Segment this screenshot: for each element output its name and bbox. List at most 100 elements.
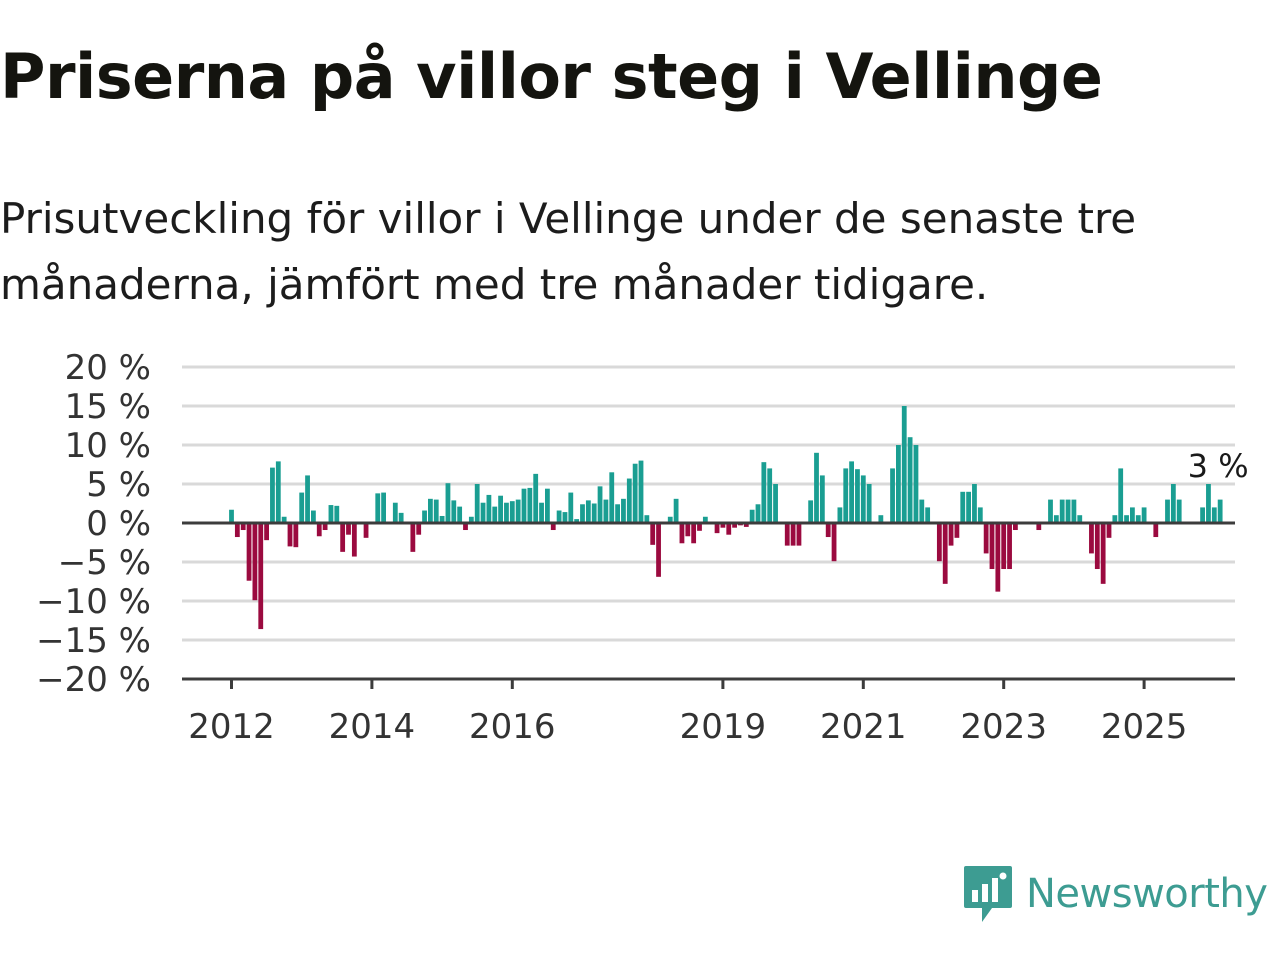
bar	[556, 510, 562, 523]
y-tick-label: 5 %	[86, 465, 151, 505]
bar	[334, 505, 340, 523]
bar	[509, 501, 515, 523]
brand-name: Newsworthy	[1026, 871, 1268, 917]
bar	[673, 498, 679, 523]
bar	[1059, 499, 1065, 523]
bar	[1153, 523, 1159, 538]
bar	[486, 494, 492, 523]
x-tick-label: 2023	[960, 707, 1047, 747]
bar	[416, 523, 422, 535]
bar	[562, 512, 568, 523]
bar	[1135, 515, 1141, 523]
bar	[574, 519, 580, 523]
bar	[468, 516, 474, 523]
bar	[1170, 484, 1176, 523]
bar	[597, 486, 603, 523]
bar	[229, 509, 234, 523]
bar	[796, 523, 802, 546]
bar	[246, 523, 252, 581]
bar	[580, 504, 585, 523]
bar	[960, 491, 966, 523]
bar	[252, 523, 258, 601]
bar	[1089, 523, 1094, 554]
bar	[1013, 523, 1018, 531]
y-tick-label: 10 %	[65, 426, 151, 466]
bar	[550, 523, 556, 531]
bar	[1124, 515, 1129, 523]
bar	[615, 504, 620, 523]
y-tick-label: −20 %	[36, 660, 151, 700]
bar	[691, 523, 697, 544]
x-tick-label: 2019	[680, 707, 767, 747]
bar	[1053, 515, 1059, 523]
y-tick-label: 20 %	[65, 348, 151, 388]
bar	[480, 502, 486, 523]
bar	[410, 523, 416, 552]
bar	[498, 495, 503, 523]
bar	[545, 488, 550, 523]
bar	[1206, 484, 1211, 523]
bar	[702, 516, 708, 523]
bar	[767, 468, 773, 523]
bar	[831, 523, 837, 562]
bar	[258, 523, 264, 630]
bar	[270, 467, 275, 523]
bar	[866, 484, 872, 523]
bar	[966, 491, 971, 523]
bar	[837, 507, 843, 523]
bar	[679, 523, 685, 544]
bar	[451, 500, 457, 523]
bar	[287, 523, 293, 547]
bar	[1112, 515, 1118, 523]
y-tick-label: 15 %	[65, 387, 151, 427]
bar	[878, 515, 884, 523]
x-tick-label: 2016	[469, 707, 556, 747]
bar	[896, 445, 901, 523]
bar	[1118, 468, 1124, 523]
bar	[913, 445, 919, 523]
bar	[322, 523, 328, 531]
bar	[539, 502, 544, 523]
x-tick-label: 2012	[188, 707, 275, 747]
bar	[755, 504, 761, 523]
bar	[814, 452, 819, 523]
bar	[515, 499, 521, 523]
bar	[463, 523, 468, 531]
bar	[603, 499, 609, 523]
bar	[860, 475, 866, 523]
bar	[650, 523, 656, 545]
bar	[784, 523, 790, 546]
bar	[328, 505, 334, 523]
bar	[1217, 499, 1223, 523]
bar	[621, 498, 626, 523]
chart-title: Priserna på villor steg i Vellinge	[0, 40, 1103, 113]
bar	[293, 523, 299, 548]
bar	[275, 461, 281, 523]
bar	[656, 523, 661, 577]
bar	[428, 498, 433, 523]
x-tick-label: 2014	[329, 707, 416, 747]
bar	[474, 484, 480, 523]
bar	[1100, 523, 1106, 584]
bar	[849, 461, 854, 523]
bar	[942, 523, 948, 584]
y-tick-label: −5 %	[58, 543, 151, 583]
bar	[901, 406, 907, 523]
bar	[363, 523, 369, 538]
bar	[351, 523, 357, 557]
bar	[585, 500, 591, 523]
last-value-label: 3 %	[1188, 447, 1249, 485]
bar	[948, 523, 954, 546]
bar	[743, 523, 749, 527]
bar	[1141, 507, 1147, 523]
bar	[433, 499, 439, 523]
brand-logo[interactable]: Newsworthy	[962, 864, 1268, 924]
bar	[521, 488, 527, 523]
bar	[234, 523, 240, 538]
bar	[311, 510, 316, 523]
bar	[504, 502, 509, 523]
bar	[638, 460, 644, 523]
bar	[445, 483, 451, 523]
bar	[1036, 523, 1042, 531]
bar	[240, 523, 246, 531]
